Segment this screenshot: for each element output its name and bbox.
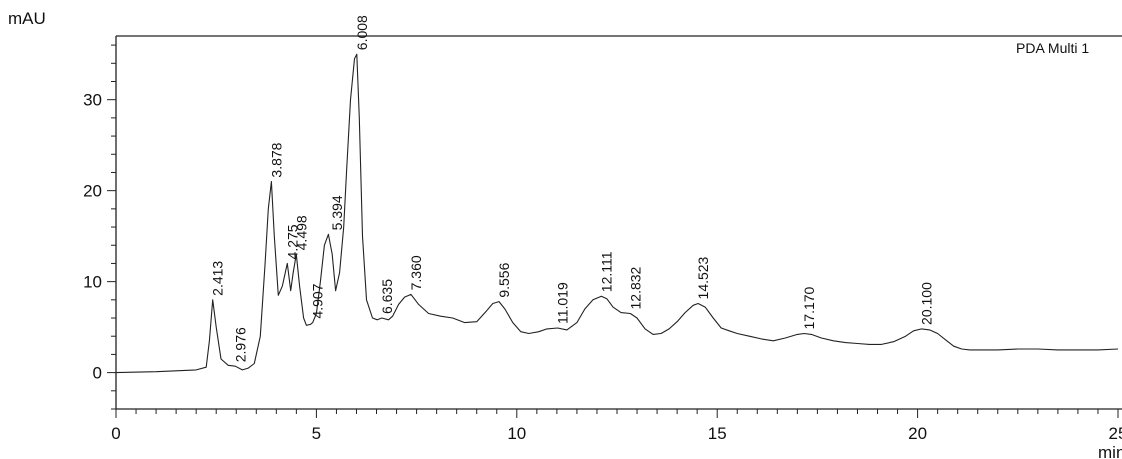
x-tick-label: 0 bbox=[111, 424, 120, 443]
peak-retention-label: 12.111 bbox=[598, 251, 614, 292]
x-axis-label: min bbox=[1098, 443, 1122, 459]
series-layer bbox=[115, 53, 1119, 374]
peak-retention-label: 2.413 bbox=[210, 261, 226, 296]
y-tick-label: 0 bbox=[93, 364, 102, 383]
peak-retention-label: 3.878 bbox=[268, 142, 284, 177]
chromatogram-trace bbox=[115, 53, 1119, 374]
peak-retention-label: 7.360 bbox=[408, 255, 424, 290]
y-tick-label: 20 bbox=[83, 182, 102, 201]
x-tick-label: 15 bbox=[708, 424, 727, 443]
peak-retention-label: 5.394 bbox=[329, 195, 345, 230]
peak-retention-label: 17.170 bbox=[801, 286, 817, 329]
legend-label: PDA Multi 1 bbox=[1016, 40, 1089, 56]
y-axis-label: mAU bbox=[8, 9, 46, 28]
y-tick-label: 30 bbox=[83, 91, 102, 110]
x-tick-label: 10 bbox=[507, 424, 526, 443]
x-tick-label: 25 bbox=[1109, 424, 1122, 443]
peak-retention-label: 2.976 bbox=[232, 327, 248, 362]
y-tick-label: 10 bbox=[83, 273, 102, 292]
x-tick-label: 20 bbox=[908, 424, 927, 443]
axes-layer: 0 5 10 15 20 25 0 10 20 30 bbox=[83, 35, 1122, 443]
peak-retention-label: 14.523 bbox=[695, 256, 711, 299]
peak-retention-label: 4.907 bbox=[310, 283, 326, 318]
peak-retention-label: 6.635 bbox=[379, 279, 395, 314]
peak-retention-label: 9.556 bbox=[496, 262, 512, 297]
peak-retention-label: 20.100 bbox=[919, 282, 935, 325]
x-tick-label: 5 bbox=[312, 424, 321, 443]
peak-retention-label: 11.019 bbox=[555, 282, 571, 324]
peak-retention-label: 12.832 bbox=[627, 266, 643, 309]
peak-retention-label: 4.275 bbox=[284, 224, 300, 259]
peak-retention-label: 6.008 bbox=[354, 15, 370, 50]
peak-retention-label: 4.498 bbox=[293, 215, 309, 250]
